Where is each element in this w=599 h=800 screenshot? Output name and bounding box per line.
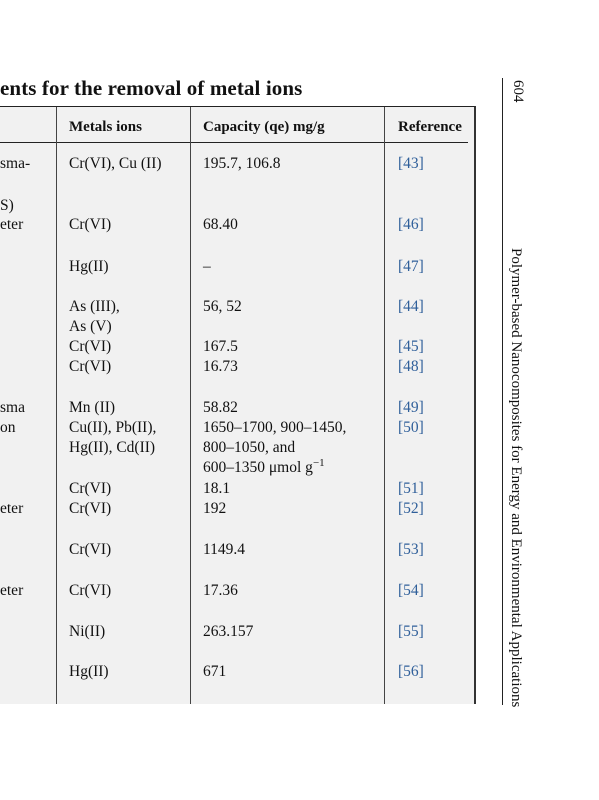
header-rule [0,142,468,143]
capacity-cell: 16.73 [203,358,238,375]
metals-cell: Cr(VI) [69,500,112,517]
left-fragment: sma- [0,155,31,172]
reference-link[interactable]: [48] [398,358,424,375]
metals-cell: Cu(II), Pb(II), [69,419,157,436]
left-fragment: eter [0,216,24,233]
capacity-cell: 195.7, 106.8 [203,155,281,172]
reference-link[interactable]: [55] [398,623,424,640]
capacity-cell: 167.5 [203,338,238,355]
header-reference: Reference [398,119,462,135]
metals-cell: Ni(II) [69,623,106,640]
capacity-unit-text: 600–1350 μmol g [203,459,313,476]
metals-cell: Cr(VI) [69,480,112,497]
column-divider [56,107,57,704]
metals-cell: Hg(II) [69,663,109,680]
metals-cell: Cr(VI) [69,582,112,599]
reference-link[interactable]: [47] [398,258,424,275]
capacity-unit-exponent: −1 [312,457,325,469]
reference-link[interactable]: [56] [398,663,424,680]
capacity-cell: 600–1350 μmol g−1 [203,458,325,478]
table-title: ents for the removal of metal ions [0,76,303,100]
header-capacity: Capacity (qe) mg/g [203,119,325,135]
capacity-cell: 671 [203,663,227,680]
metal-ion-table: Metals ions Capacity (qe) mg/g Reference… [0,106,476,704]
left-fragment: S) [0,197,14,214]
reference-link[interactable]: [45] [398,338,424,355]
capacity-cell: 58.82 [203,399,238,416]
metals-cell: Hg(II), Cd(II) [69,439,156,456]
metals-cell: Cr(VI) [69,358,112,375]
column-divider [190,107,191,704]
reference-link[interactable]: [51] [398,480,424,497]
left-fragment: on [0,419,16,436]
capacity-cell: 192 [203,500,227,517]
capacity-cell: 800–1050, and [203,439,296,456]
capacity-cell: 17.36 [203,582,238,599]
running-head: Polymer-based Nanocomposites for Energy … [508,248,524,708]
left-fragment: sma [0,399,25,416]
reference-link[interactable]: [49] [398,399,424,416]
metals-cell: Mn (II) [69,399,116,416]
metals-cell: As (III), [69,298,120,315]
reference-link[interactable]: [46] [398,216,424,233]
metals-cell: Cr(VI) [69,541,112,558]
capacity-cell: 56, 52 [203,298,242,315]
metals-cell: Cr(VI), Cu (II) [69,155,162,172]
reference-link[interactable]: [50] [398,419,424,436]
reference-link[interactable]: [43] [398,155,424,172]
side-rule [502,78,503,705]
reference-link[interactable]: [53] [398,541,424,558]
reference-link[interactable]: [54] [398,582,424,599]
capacity-cell: 263.157 [203,623,254,640]
header-metals-ions: Metals ions [69,119,142,135]
left-fragment: eter [0,500,24,517]
column-divider [384,107,385,704]
left-fragment: eter [0,582,24,599]
page-number: 604 [510,80,526,103]
capacity-cell: 1650–1700, 900–1450, [203,419,347,436]
metals-cell: Cr(VI) [69,338,112,355]
capacity-cell: 1149.4 [203,541,246,558]
capacity-cell: 68.40 [203,216,238,233]
metals-cell: As (V) [69,318,112,335]
metals-cell: Hg(II) [69,258,109,275]
reference-link[interactable]: [44] [398,298,424,315]
capacity-cell: – [203,258,211,275]
metals-cell: Cr(VI) [69,216,112,233]
capacity-cell: 18.1 [203,480,231,497]
reference-link[interactable]: [52] [398,500,424,517]
